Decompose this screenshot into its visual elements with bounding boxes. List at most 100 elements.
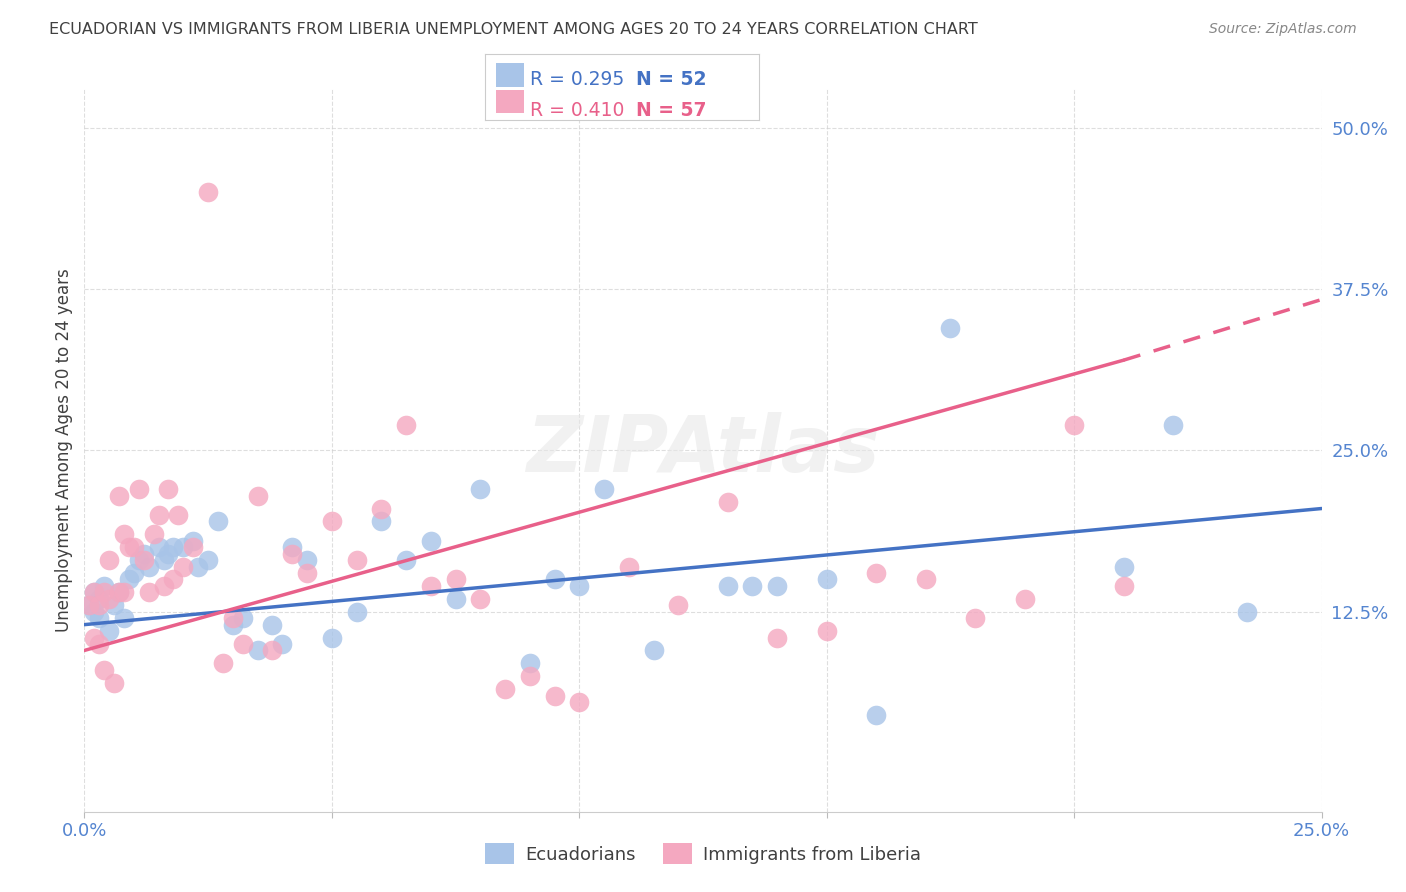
Point: [181, 533, 204, 548]
Point: [122, 540, 145, 554]
Text: Source: ZipAtlas.com: Source: ZipAtlas.com: [1209, 22, 1357, 37]
Point: [766, 631, 789, 645]
Point: [128, 482, 150, 496]
Point: [766, 579, 789, 593]
Point: [262, 617, 284, 632]
Point: [197, 553, 219, 567]
Point: [89, 591, 111, 606]
Point: [122, 566, 145, 580]
Point: [157, 482, 180, 496]
Point: [395, 553, 418, 567]
Point: [79, 599, 101, 613]
Point: [1063, 417, 1085, 432]
Point: [494, 682, 516, 697]
Point: [112, 585, 135, 599]
Point: [543, 573, 565, 587]
Point: [181, 540, 204, 554]
Point: [1112, 559, 1135, 574]
Point: [470, 591, 492, 606]
Point: [148, 508, 170, 522]
Point: [212, 657, 235, 671]
Point: [568, 579, 591, 593]
Point: [321, 515, 343, 529]
Point: [222, 611, 245, 625]
Point: [89, 599, 111, 613]
Point: [741, 579, 763, 593]
Text: ECUADORIAN VS IMMIGRANTS FROM LIBERIA UNEMPLOYMENT AMONG AGES 20 TO 24 YEARS COR: ECUADORIAN VS IMMIGRANTS FROM LIBERIA UN…: [49, 22, 979, 37]
Point: [295, 553, 318, 567]
Point: [281, 547, 304, 561]
Point: [519, 657, 541, 671]
Point: [132, 547, 155, 561]
Point: [232, 637, 254, 651]
Point: [246, 643, 269, 657]
Point: [346, 553, 368, 567]
Point: [1014, 591, 1036, 606]
Point: [222, 617, 245, 632]
Point: [83, 605, 105, 619]
Point: [1161, 417, 1184, 432]
Text: ZIPAtlas: ZIPAtlas: [526, 412, 880, 489]
Point: [666, 599, 689, 613]
Point: [965, 611, 987, 625]
Point: [89, 637, 111, 651]
Text: N = 52: N = 52: [636, 70, 706, 89]
Point: [148, 540, 170, 554]
Point: [157, 547, 180, 561]
Point: [444, 591, 467, 606]
Point: [246, 489, 269, 503]
Point: [370, 501, 392, 516]
Legend: Ecuadorians, Immigrants from Liberia: Ecuadorians, Immigrants from Liberia: [478, 836, 928, 871]
Point: [617, 559, 640, 574]
Point: [112, 611, 135, 625]
Text: R = 0.410: R = 0.410: [530, 101, 624, 120]
Point: [815, 624, 838, 639]
Point: [118, 573, 141, 587]
Text: N = 57: N = 57: [636, 101, 706, 120]
Point: [1236, 605, 1258, 619]
Point: [108, 489, 131, 503]
Point: [152, 553, 174, 567]
Point: [138, 559, 160, 574]
Point: [162, 540, 184, 554]
Point: [128, 553, 150, 567]
Point: [112, 527, 135, 541]
Point: [321, 631, 343, 645]
Point: [1112, 579, 1135, 593]
Point: [444, 573, 467, 587]
Point: [89, 611, 111, 625]
Point: [568, 695, 591, 709]
Point: [103, 675, 125, 690]
Point: [83, 631, 105, 645]
Point: [93, 579, 115, 593]
Point: [83, 585, 105, 599]
Point: [865, 566, 887, 580]
Point: [103, 599, 125, 613]
Point: [419, 533, 441, 548]
Point: [187, 559, 209, 574]
Point: [914, 573, 936, 587]
Point: [370, 515, 392, 529]
Point: [98, 591, 121, 606]
Point: [172, 540, 194, 554]
Point: [262, 643, 284, 657]
Point: [643, 643, 665, 657]
Point: [346, 605, 368, 619]
Point: [98, 553, 121, 567]
Point: [172, 559, 194, 574]
Point: [108, 585, 131, 599]
Point: [939, 321, 962, 335]
Point: [138, 585, 160, 599]
Point: [167, 508, 190, 522]
Point: [295, 566, 318, 580]
Point: [197, 186, 219, 200]
Point: [207, 515, 229, 529]
Point: [162, 573, 184, 587]
Point: [519, 669, 541, 683]
Point: [717, 579, 740, 593]
Point: [865, 708, 887, 723]
Y-axis label: Unemployment Among Ages 20 to 24 years: Unemployment Among Ages 20 to 24 years: [55, 268, 73, 632]
Point: [118, 540, 141, 554]
Point: [593, 482, 616, 496]
Point: [395, 417, 418, 432]
